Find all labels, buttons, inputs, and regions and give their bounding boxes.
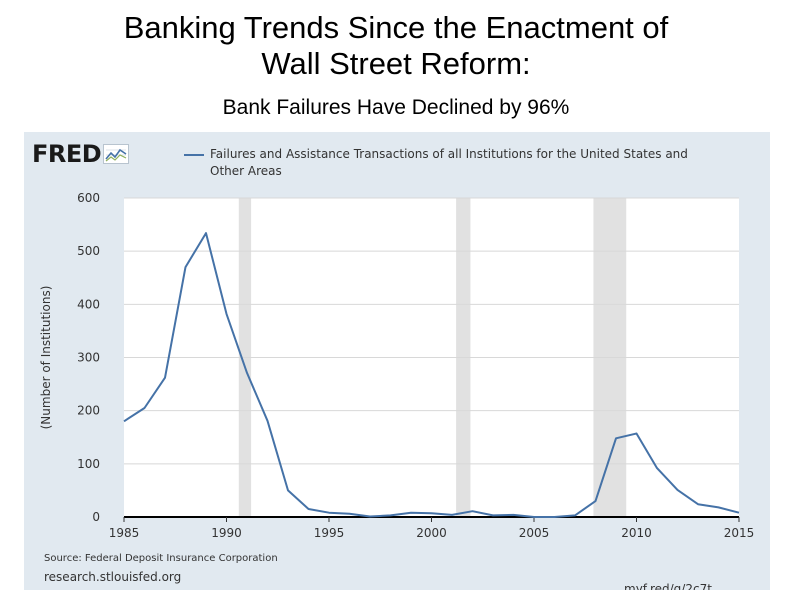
fred-chart-panel: FRED Failures and Assistance Transaction…: [24, 132, 770, 590]
data-point-1999: [410, 511, 413, 514]
data-point-2003: [492, 514, 495, 517]
data-point-1987: [164, 376, 167, 379]
data-point-1996: [348, 512, 351, 515]
line-chart: 0 100 200 300 400 500 600 1985 1990 1995 2000 2005…: [39, 191, 755, 540]
x-tick-label-1990: 1990: [211, 526, 242, 540]
x-axis-ticks: 1985 1990 1995 2000 2005 2010 2015: [109, 517, 755, 540]
data-point-2013: [697, 503, 700, 506]
y-axis-title: (Number of Institutions): [39, 286, 53, 430]
slide-title-line-2: Wall Street Reform:: [261, 46, 531, 81]
x-tick-label-1995: 1995: [314, 526, 345, 540]
x-tick-label-2005: 2005: [519, 526, 550, 540]
data-point-2015: [738, 511, 741, 514]
data-point-1986: [143, 407, 146, 410]
data-point-2009: [615, 437, 618, 440]
fred-logo: FRED: [32, 140, 130, 168]
y-tick-label-100: 100: [77, 457, 100, 471]
data-point-1991: [246, 371, 249, 374]
data-point-1989: [205, 232, 208, 235]
data-point-1993: [287, 489, 290, 492]
legend-series-name: Failures and Assistance Transactions of …: [210, 147, 688, 178]
slide-subtitle: Bank Failures Have Declined by 96%: [222, 96, 570, 119]
y-tick-label-300: 300: [77, 351, 100, 365]
y-tick-label-600: 600: [77, 191, 100, 205]
series-line: [123, 232, 740, 518]
y-tick-label-0: 0: [92, 510, 100, 524]
fred-logo-text: FRED: [32, 140, 102, 168]
data-point-1988: [184, 266, 187, 269]
data-point-1992: [266, 419, 269, 422]
fred-chart-icon: [103, 144, 130, 164]
data-point-1994: [307, 508, 310, 511]
data-point-1990: [225, 312, 228, 315]
grid-lines: [124, 197, 739, 465]
slide-title-line-1: Banking Trends Since the Enactment of: [123, 10, 669, 45]
y-tick-label-500: 500: [77, 244, 100, 258]
data-point-2005: [533, 516, 536, 519]
data-point-2007: [574, 514, 577, 517]
data-point-2008: [594, 500, 597, 503]
data-point-2002: [471, 510, 474, 513]
source-site: research.stlouisfed.org: [44, 570, 182, 584]
data-point-2006: [553, 516, 556, 519]
data-point-1997: [369, 515, 372, 518]
data-point-1998: [389, 514, 392, 517]
data-point-2000: [430, 512, 433, 515]
short-link: myf.red/g/2c7t: [624, 582, 712, 590]
x-tick-label-2000: 2000: [416, 526, 447, 540]
data-point-2012: [676, 488, 679, 491]
slide-title: Banking Trends Since the Enactment of Wa…: [0, 10, 792, 82]
x-tick-label-1985: 1985: [109, 526, 140, 540]
x-tick-label-2015: 2015: [724, 526, 755, 540]
data-point-1995: [328, 511, 331, 514]
y-tick-label-200: 200: [77, 404, 100, 418]
data-point-2004: [512, 513, 515, 516]
legend-swatch: [184, 154, 204, 156]
y-axis-ticks: 0 100 200 300 400 500 600: [77, 191, 100, 524]
data-point-2010: [635, 432, 638, 435]
data-point-2011: [656, 467, 659, 470]
x-tick-label-2010: 2010: [621, 526, 652, 540]
data-point-1985: [123, 420, 126, 423]
y-tick-label-400: 400: [77, 297, 100, 311]
data-point-2001: [451, 513, 454, 516]
data-point-2014: [717, 506, 720, 509]
chart-legend: Failures and Assistance Transactions of …: [184, 146, 744, 180]
source-note: Source: Federal Deposit Insurance Corpor…: [44, 553, 278, 564]
